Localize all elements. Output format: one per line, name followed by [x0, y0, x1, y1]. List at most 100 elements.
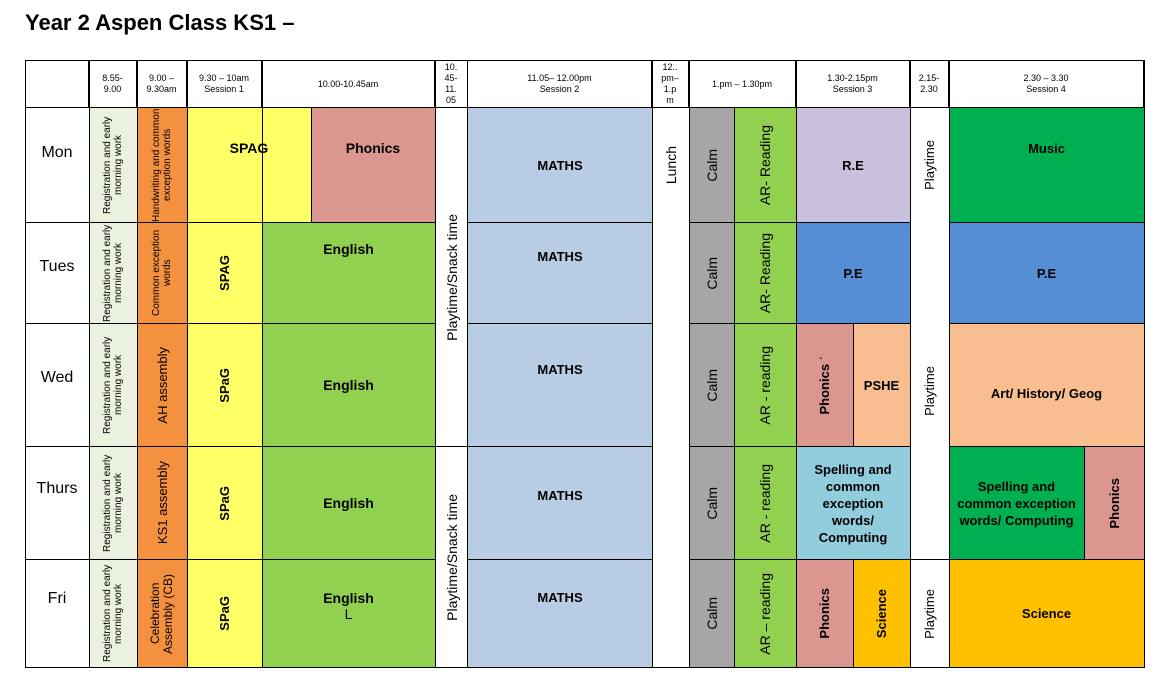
cell-playtime: Playtime	[910, 560, 949, 667]
cell-maths: MATHS	[468, 324, 652, 446]
header-session-2: 11.05– 12.00pm Session 2	[468, 61, 652, 107]
cell-science: Science	[853, 560, 910, 667]
day-label-mon: Mon	[41, 144, 73, 161]
header-time-1200: 12.. pm– 1.p m	[652, 61, 689, 107]
grid-line	[652, 60, 653, 668]
grid-line	[25, 559, 435, 560]
cell-pe: P.E	[796, 223, 910, 323]
cell-registration: Registration and early morning work	[89, 560, 137, 667]
cell-label: Common exception words	[151, 229, 173, 317]
grid-line	[468, 222, 652, 223]
grid-line	[853, 560, 854, 668]
grid-line	[949, 446, 1145, 447]
cell-label: Playtime	[922, 366, 937, 416]
cell-calm-fri: Calm	[689, 560, 734, 667]
cell-label: Registration and early morning work	[102, 116, 124, 214]
cell-spag: SPAG	[187, 108, 311, 222]
cell-calm	[689, 108, 734, 667]
cell-label: Registration and early morning work	[102, 224, 124, 322]
cell-ar-reading: AR- Reading	[734, 223, 796, 323]
grid-line	[689, 222, 910, 223]
cell-phonics: Phonics ˈ	[796, 324, 853, 446]
day-label-fri: Fri	[47, 590, 67, 607]
day-label-wed: Wed	[40, 369, 74, 386]
cell-registration: Registration and early morning work	[89, 447, 137, 559]
cell-common-exception-words: Common exception words	[137, 223, 187, 323]
cell-lunch: Lunch	[652, 108, 689, 222]
cell-maths: MATHS	[468, 223, 652, 323]
header-blank-cell	[25, 61, 89, 107]
cell-label: Registration and early morning work	[102, 336, 124, 434]
header-time-1300: 1.pm – 1.30pm	[689, 61, 796, 107]
cell-assembly: AH assembly	[137, 324, 187, 446]
cell-phonics: Phonics	[1084, 447, 1144, 559]
cell-phonics: Phonics	[311, 108, 435, 222]
grid-line	[25, 667, 1145, 668]
cell-label: SPAG	[217, 255, 232, 291]
cell-calm-thu: Calm	[689, 447, 734, 559]
cell-spelling-computing: Spelling and common exception words/ Com…	[796, 447, 910, 559]
cell-assembly: KS1 assembly	[137, 447, 187, 559]
cell-label: Playtime/Snack time	[443, 213, 460, 341]
grid-line	[25, 60, 1145, 61]
cell-calm-mon: Calm	[689, 108, 734, 222]
grid-line	[25, 60, 26, 668]
cell-label: KS1 assembly	[154, 461, 170, 545]
day-label-tue: Tues	[39, 258, 75, 275]
cell-label: SPaG	[217, 367, 232, 403]
cell-registration: Registration and early morning work	[89, 108, 137, 222]
cell-label: AR - reading	[757, 345, 773, 425]
cell-playtime-snack: Playtime/Snack time	[435, 447, 468, 667]
cell-playtime-snack: Playtime/Snack time	[435, 108, 468, 446]
cell-english: English	[262, 447, 435, 559]
cell-calm-tue: Calm	[689, 223, 734, 323]
cell-label: Phonics	[1106, 477, 1122, 529]
header-session-3: 1.30-2.15pm Session 3	[796, 61, 910, 107]
grid-line	[796, 60, 797, 668]
cell-spag: SPaG	[187, 324, 262, 446]
grid-line	[949, 323, 1145, 324]
cell-label: English	[323, 590, 374, 606]
cell-ar-reading: AR - reading	[734, 324, 796, 446]
cell-handwriting: Handwriting and common exception words	[137, 108, 187, 222]
grid-line	[25, 107, 1145, 108]
cell-label: Playtime/Snack time	[443, 493, 460, 621]
cell-registration: Registration and early morning work	[89, 223, 137, 323]
grid-line	[853, 324, 854, 446]
cell-lunch-continued	[652, 223, 689, 667]
cell-label: Science	[874, 588, 889, 639]
grid-line	[689, 60, 690, 668]
grid-line	[187, 60, 188, 668]
cell-english: English L	[262, 560, 435, 667]
cell-label: SPaG	[217, 596, 232, 631]
cell-label: Calm	[703, 486, 720, 520]
grid-line	[949, 60, 950, 668]
grid-line	[311, 108, 312, 223]
cell-spag: SPaG	[187, 560, 262, 667]
cell-phonics: Phonics	[796, 560, 853, 667]
cell-re: R.E	[796, 108, 910, 222]
grid-line	[1144, 60, 1145, 668]
grid-line	[689, 446, 910, 447]
cell-label: AH assembly	[154, 346, 170, 424]
cell-label: AR- Reading	[757, 232, 773, 314]
grid-line	[262, 60, 263, 668]
cell-ar-reading: AR - reading	[734, 447, 796, 559]
cell-pe: P.E	[949, 223, 1144, 323]
cell-registration: Registration and early morning work	[89, 324, 137, 446]
cell-maths: MATHS	[468, 447, 652, 559]
grid-line	[25, 446, 652, 447]
grid-line	[25, 222, 435, 223]
grid-line	[89, 60, 90, 668]
cell-label: Phonics ˈ	[817, 355, 832, 415]
cell-label: Celebration Assembly (CB)	[148, 573, 175, 654]
cell-spag: SPaG	[187, 447, 262, 559]
cell-label: Handwriting and common exception words	[151, 108, 173, 222]
day-label-thu: Thurs	[36, 480, 78, 497]
header-time-0855: 8.55- 9.00	[89, 61, 137, 107]
cell-english: English	[262, 223, 435, 323]
grid-line	[910, 60, 911, 668]
grid-line	[467, 60, 468, 668]
cell-playtime: Playtime	[910, 108, 949, 222]
header-time-0900: 9.00 – 9.30am	[137, 61, 187, 107]
